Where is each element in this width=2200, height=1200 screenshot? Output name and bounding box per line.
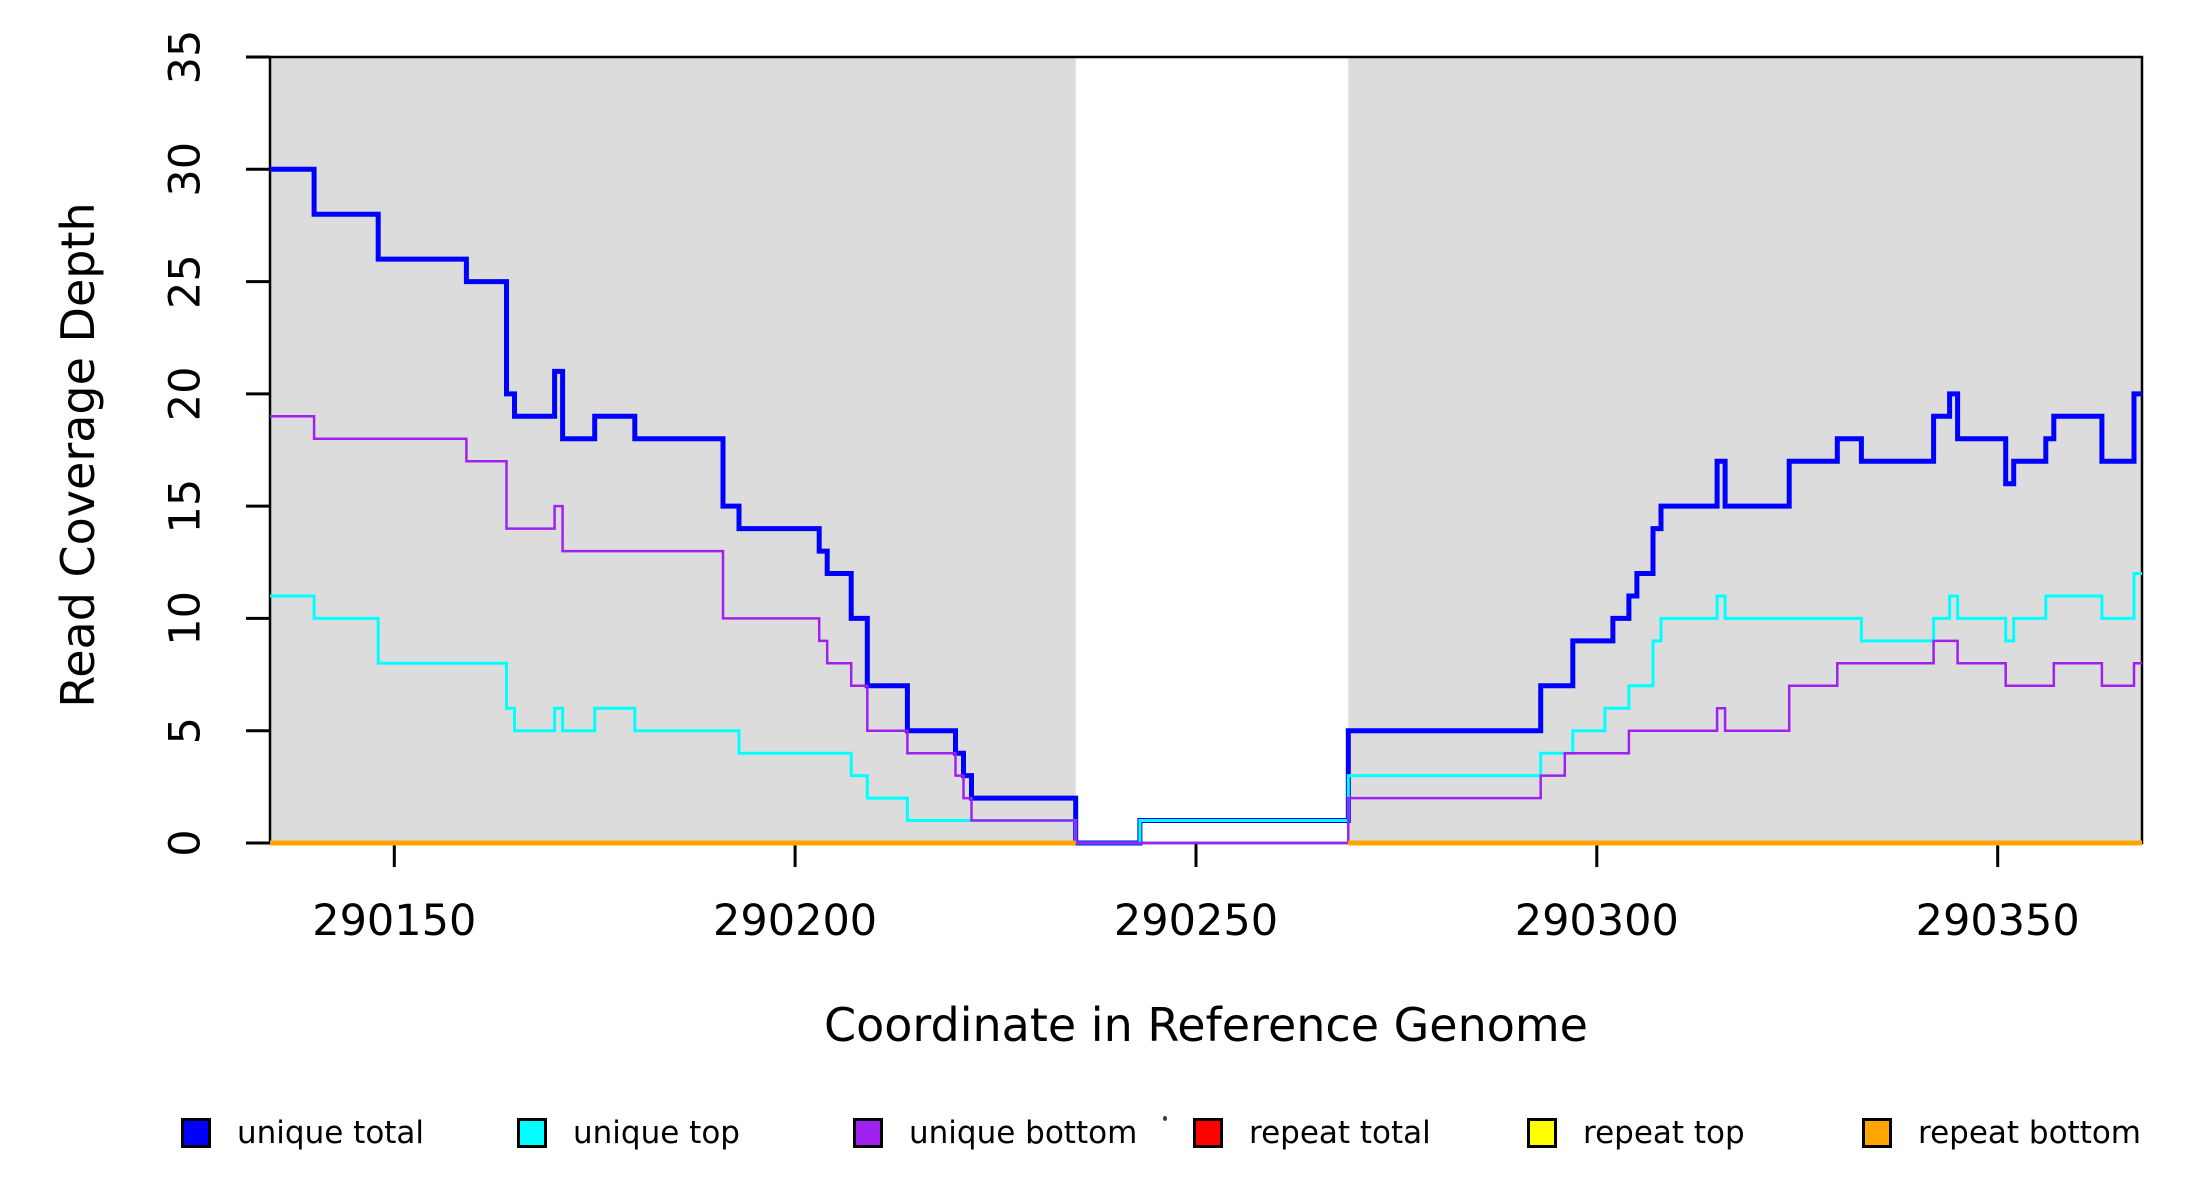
y-tick-label: 0 [161,829,211,856]
y-tick-label: 15 [161,479,211,534]
x-tick-label: 290250 [1114,896,1278,946]
shaded-region [270,57,1076,843]
series-unique-top [270,572,2142,845]
shaded-region [1348,57,2142,843]
y-tick-label: 10 [161,591,211,646]
x-tick-label: 290200 [713,896,877,946]
x-tick-label: 290300 [1515,896,1679,946]
y-tick-label: 30 [161,142,211,197]
x-tick-label: 290350 [1916,896,2080,946]
x-axis-title: Coordinate in Reference Genome [824,998,1588,1052]
stray-dot [1163,1116,1167,1121]
y-tick-label: 5 [161,717,211,744]
y-tick-label: 20 [161,367,211,422]
x-tick-label: 290150 [312,896,476,946]
series-unique-bottom [270,415,2142,845]
y-tick-label: 35 [161,30,211,85]
y-axis-title: Read Coverage Depth [51,202,105,708]
y-tick-label: 25 [161,254,211,309]
